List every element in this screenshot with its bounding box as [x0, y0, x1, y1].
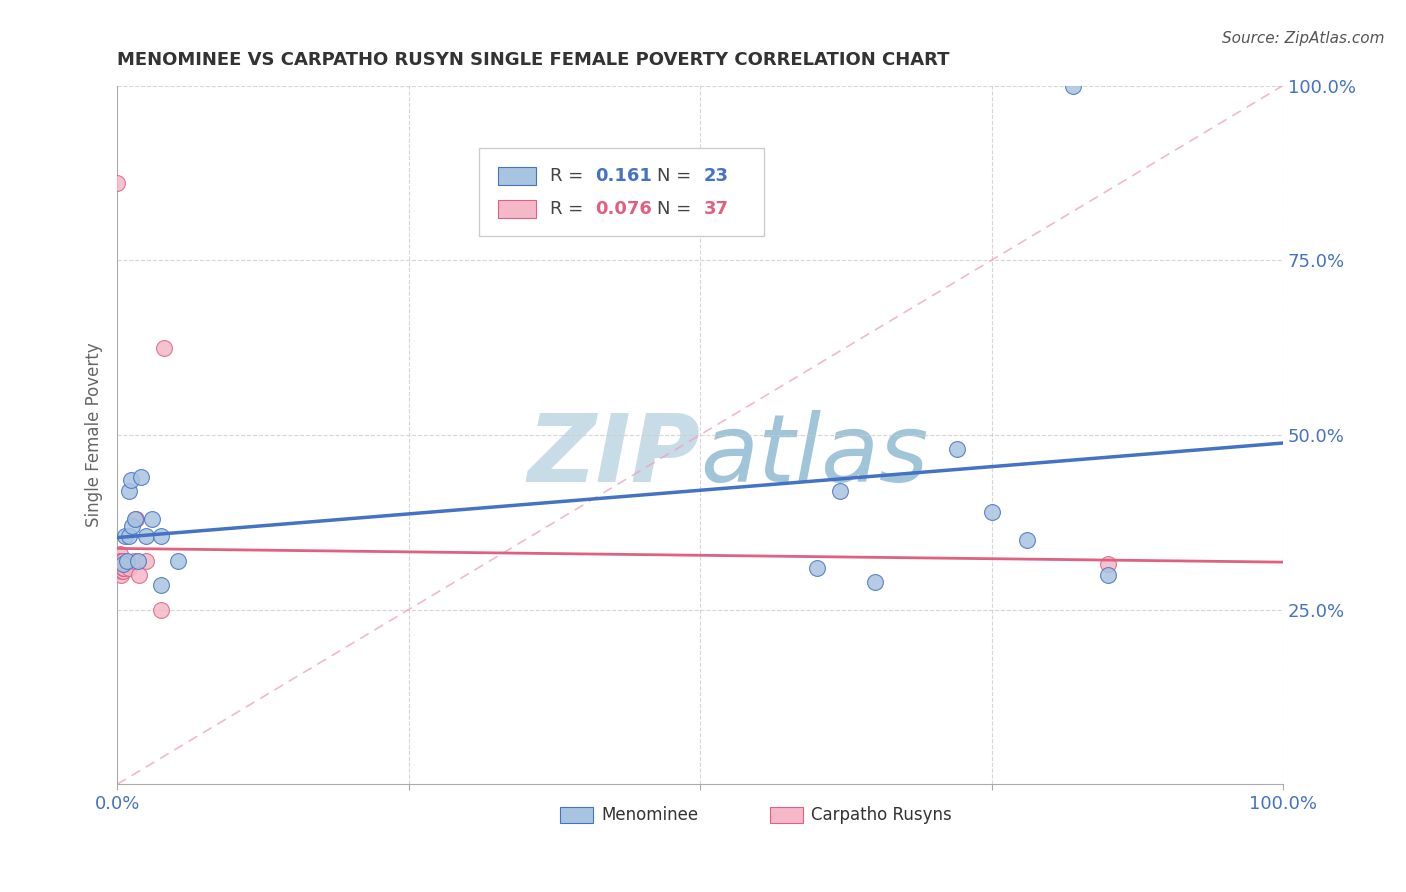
Point — [108, 560, 131, 574]
FancyBboxPatch shape — [770, 807, 803, 822]
Text: Source: ZipAtlas.com: Source: ZipAtlas.com — [1222, 31, 1385, 46]
Point — [112, 560, 135, 574]
Point — [108, 547, 131, 561]
Point — [107, 557, 129, 571]
Point — [111, 554, 134, 568]
Point — [121, 518, 143, 533]
Point — [111, 564, 134, 578]
Text: N =: N = — [657, 167, 697, 185]
Point — [150, 578, 173, 592]
Text: 0.076: 0.076 — [595, 200, 652, 219]
Point — [135, 554, 157, 568]
Point — [107, 554, 129, 568]
Point — [1015, 533, 1038, 547]
Text: R =: R = — [550, 167, 589, 185]
Point — [105, 177, 128, 191]
Point — [863, 574, 886, 589]
Text: Carpatho Rusyns: Carpatho Rusyns — [811, 806, 952, 824]
Point — [118, 529, 141, 543]
Text: ZIP: ZIP — [527, 409, 700, 502]
Point — [115, 554, 138, 568]
Point — [110, 557, 132, 571]
Point — [129, 470, 152, 484]
Point — [120, 473, 142, 487]
Point — [125, 512, 148, 526]
Point — [1097, 557, 1119, 571]
Point — [1062, 78, 1084, 93]
Point — [111, 557, 134, 571]
Point — [945, 442, 967, 456]
Point — [150, 602, 173, 616]
Text: MENOMINEE VS CARPATHO RUSYN SINGLE FEMALE POVERTY CORRELATION CHART: MENOMINEE VS CARPATHO RUSYN SINGLE FEMAL… — [117, 51, 949, 69]
Text: N =: N = — [657, 200, 697, 219]
Point — [111, 557, 134, 571]
Point — [806, 560, 828, 574]
Y-axis label: Single Female Poverty: Single Female Poverty — [86, 343, 103, 527]
Point — [118, 560, 141, 574]
Point — [110, 557, 132, 571]
Point — [111, 560, 134, 574]
FancyBboxPatch shape — [560, 807, 593, 822]
Point — [108, 557, 131, 571]
Point — [110, 554, 132, 568]
Point — [828, 483, 851, 498]
Text: 23: 23 — [703, 167, 728, 185]
Point — [117, 557, 139, 571]
Point — [127, 554, 149, 568]
Point — [114, 557, 136, 571]
FancyBboxPatch shape — [498, 167, 536, 185]
Point — [111, 560, 134, 574]
Point — [111, 557, 134, 571]
Point — [980, 505, 1002, 519]
Text: 37: 37 — [703, 200, 728, 219]
Point — [111, 564, 134, 578]
Point — [110, 560, 132, 574]
Point — [153, 341, 176, 355]
Point — [122, 554, 145, 568]
Point — [128, 567, 150, 582]
Point — [118, 483, 141, 498]
Text: 0.161: 0.161 — [595, 167, 652, 185]
Point — [150, 529, 173, 543]
Point — [135, 529, 157, 543]
Text: atlas: atlas — [700, 410, 928, 501]
Point — [166, 554, 188, 568]
Point — [111, 554, 134, 568]
Text: R =: R = — [550, 200, 589, 219]
FancyBboxPatch shape — [478, 148, 765, 235]
Point — [141, 512, 163, 526]
Point — [111, 554, 134, 568]
Point — [1097, 567, 1119, 582]
FancyBboxPatch shape — [498, 200, 536, 219]
Point — [114, 529, 136, 543]
Point — [111, 557, 134, 571]
Text: Menominee: Menominee — [600, 806, 699, 824]
Point — [107, 560, 129, 574]
Point — [108, 554, 131, 568]
Point — [110, 564, 132, 578]
Point — [110, 567, 132, 582]
Point — [105, 564, 128, 578]
Point — [124, 512, 146, 526]
Point — [110, 554, 132, 568]
